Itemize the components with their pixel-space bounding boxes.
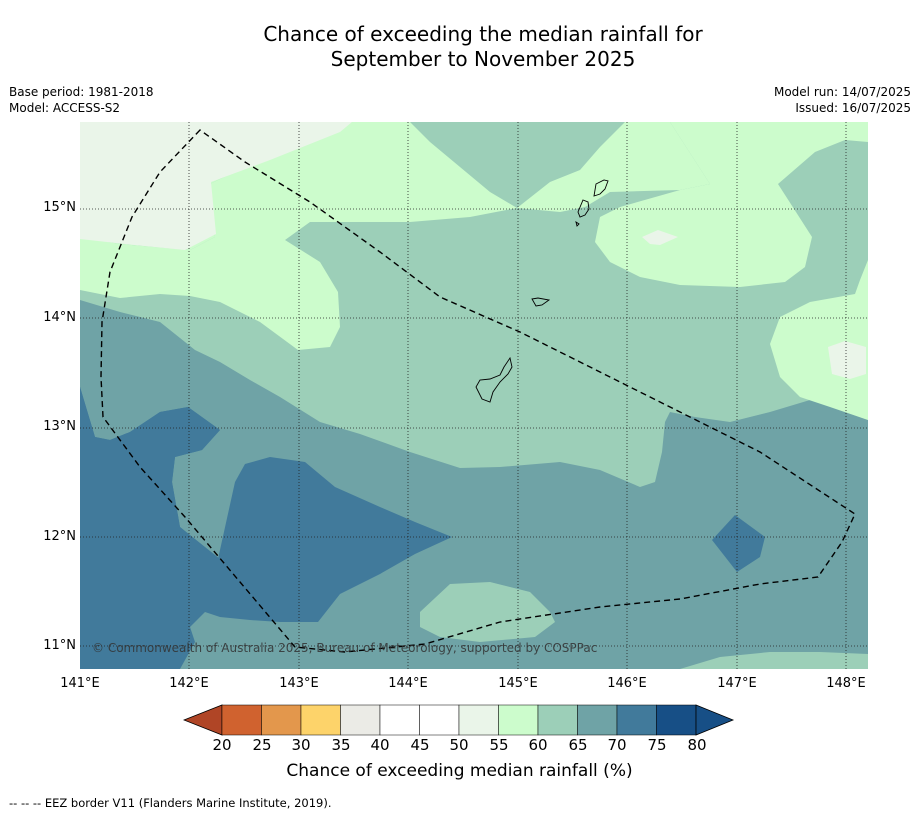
colorbar-cell-25	[261, 704, 302, 736]
lon-label-147e: 147°E	[717, 676, 757, 691]
lon-label-145e: 145°E	[498, 676, 538, 691]
zone-60-65-northeast	[595, 122, 868, 287]
cbar-tick-30: 30	[291, 736, 311, 754]
map-panel	[80, 122, 868, 669]
cbar-tick-45: 45	[410, 736, 430, 754]
colorbar-cell-60	[537, 704, 578, 736]
colorbar-cell-20	[221, 704, 262, 736]
cbar-tick-55: 55	[489, 736, 509, 754]
cbar-tick-75: 75	[647, 736, 667, 754]
copyright-text: © Commonwealth of Australia 2025, Bureau…	[92, 641, 598, 655]
cbar-tick-80: 80	[687, 736, 707, 754]
colorbar-cell-30	[300, 704, 341, 736]
colorbar-arrow-low	[183, 704, 223, 736]
lon-label-148e: 148°E	[826, 676, 866, 691]
zone-60-65-east	[770, 260, 868, 420]
colorbar-cell-75	[656, 704, 697, 736]
cbar-tick-25: 25	[252, 736, 272, 754]
lat-label-15n: 15°N	[43, 200, 76, 215]
colorbar-title: Chance of exceeding median rainfall (%)	[286, 761, 633, 781]
eez-legend-footnote: -- -- -- EEZ border V11 (Flanders Marine…	[9, 796, 332, 810]
zone-75-80-east	[712, 515, 765, 572]
zone-55-60-northwest	[80, 122, 352, 250]
colorbar-cell-70	[616, 704, 657, 736]
zone-60-65-north-center	[517, 122, 710, 212]
lon-label-144e: 144°E	[388, 676, 428, 691]
islands	[475, 179, 609, 403]
zone-55-60-east-patch	[828, 341, 866, 379]
cbar-tick-40: 40	[370, 736, 390, 754]
lat-label-14n: 14°N	[43, 310, 76, 325]
meta-left: Base period: 1981-2018 Model: ACCESS-S2	[9, 84, 154, 116]
meta-right: Model run: 14/07/2025 Issued: 16/07/2025	[774, 84, 911, 116]
zone-75-80-west2	[80, 387, 452, 669]
map-svg	[80, 122, 868, 669]
lat-label-13n: 13°N	[43, 419, 76, 434]
zone-55-60-patch	[642, 230, 678, 245]
cbar-tick-65: 65	[568, 736, 588, 754]
cbar-tick-60: 60	[528, 736, 548, 754]
colorbar	[183, 704, 735, 736]
colorbar-arrow-high	[695, 704, 735, 736]
base-period: Base period: 1981-2018	[9, 85, 154, 99]
graticule	[80, 122, 868, 669]
island-tinian	[577, 199, 590, 218]
colorbar-cell-40	[379, 704, 420, 736]
map-title: Chance of exceeding the median rainfall …	[0, 22, 919, 72]
title-line-2: September to November 2025	[330, 47, 636, 71]
cbar-tick-20: 20	[212, 736, 232, 754]
zone-65-70-south	[420, 582, 555, 642]
title-line-1: Chance of exceeding the median rainfall …	[263, 22, 703, 46]
island-saipan	[593, 179, 609, 197]
lat-label-12n: 12°N	[43, 529, 76, 544]
island-rota	[531, 297, 551, 307]
issued-date: Issued: 16/07/2025	[795, 101, 911, 115]
model-name: Model: ACCESS-S2	[9, 101, 121, 115]
colorbar-cell-55	[498, 704, 539, 736]
colorbar-cell-45	[419, 704, 460, 736]
colorbar-cell-35	[340, 704, 381, 736]
colorbar-cell-65	[577, 704, 618, 736]
model-run: Model run: 14/07/2025	[773, 85, 911, 99]
island-aguijan	[575, 220, 580, 227]
lon-label-142e: 142°E	[169, 676, 209, 691]
zone-65-70-southeast	[680, 652, 868, 669]
cbar-tick-50: 50	[449, 736, 469, 754]
colorbar-cells	[183, 704, 735, 736]
cbar-tick-70: 70	[607, 736, 627, 754]
lon-label-141e: 141°E	[60, 676, 100, 691]
lon-label-146e: 146°E	[607, 676, 647, 691]
eez-border	[100, 129, 856, 653]
island-guam	[475, 356, 513, 403]
lon-label-143e: 143°E	[279, 676, 319, 691]
cbar-tick-35: 35	[331, 736, 351, 754]
colorbar-cell-50	[458, 704, 499, 736]
lat-label-11n: 11°N	[43, 638, 76, 653]
